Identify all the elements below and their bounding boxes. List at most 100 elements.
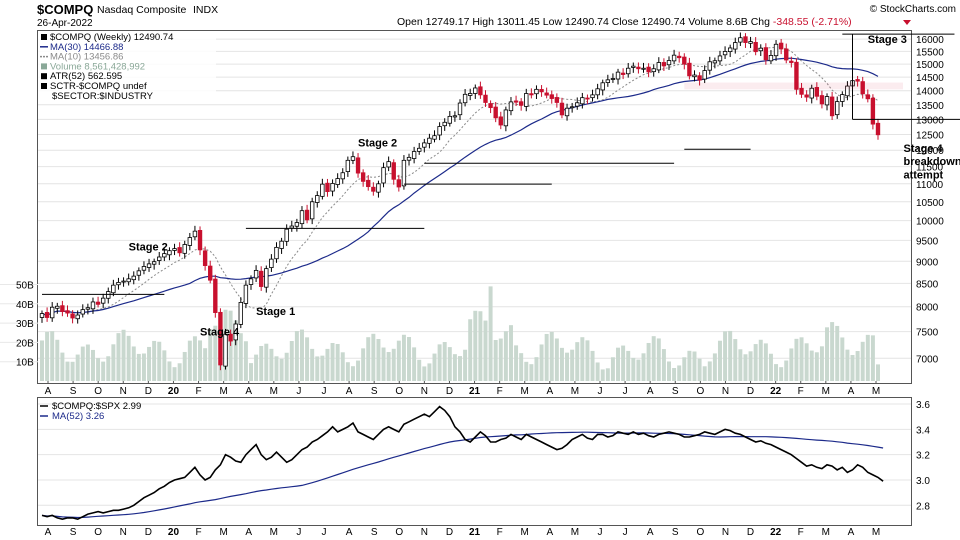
- volume-bar: [529, 364, 534, 381]
- volume-bar: [40, 340, 44, 381]
- volume-bar: [315, 356, 320, 381]
- ratio-date-tick-label: F: [497, 527, 503, 538]
- candle-body: [157, 256, 162, 261]
- candle-body: [840, 94, 845, 102]
- high-label: High: [472, 16, 494, 28]
- candle-body: [299, 210, 305, 225]
- stage-boxes: [42, 33, 960, 295]
- volume-bar: [141, 353, 146, 381]
- volume-bar: [595, 362, 600, 381]
- candle-body: [177, 247, 182, 254]
- candle-body: [172, 248, 177, 251]
- high-value: 13011.45: [497, 16, 540, 28]
- candle-body: [259, 270, 264, 287]
- volume-bar: [876, 364, 880, 381]
- ratio-date-tick-label: A: [45, 527, 52, 538]
- legend-item: $SECTOR:$INDUSTRY: [52, 91, 154, 102]
- volume-bar: [350, 366, 355, 381]
- date-tick-label: D: [145, 386, 152, 397]
- volume-bar: [855, 351, 860, 381]
- price-tick-label: 13000: [916, 115, 944, 126]
- candle-body: [529, 93, 534, 96]
- candle-body: [121, 280, 126, 283]
- candle-body: [274, 246, 279, 260]
- price-tick-label: 16000: [916, 35, 944, 46]
- volume-bar: [269, 348, 274, 381]
- volume-bar: [289, 341, 294, 381]
- volume-bar: [621, 345, 626, 381]
- ratio-date-tick-label: M: [270, 527, 278, 538]
- volume-bar: [422, 366, 427, 381]
- ratio-date-tick-label: D: [747, 527, 754, 538]
- candle-body: [610, 78, 616, 80]
- volume-bar: [452, 354, 457, 381]
- legend-item: MA(10) 13456.86: [50, 52, 123, 63]
- ratio-date-tick-label: S: [672, 527, 679, 538]
- candle-body: [111, 284, 116, 294]
- volume-bar: [264, 343, 269, 381]
- candle-body: [717, 55, 723, 62]
- volume-bar: [641, 353, 646, 381]
- volume-bar: [702, 366, 707, 381]
- candle-body: [396, 179, 402, 188]
- candle-body: [422, 142, 427, 148]
- candle-body: [325, 182, 330, 193]
- date-tick-label: A: [45, 386, 52, 397]
- volume-bar: [626, 350, 631, 381]
- volume-bar: [85, 344, 90, 381]
- candle-body: [524, 93, 529, 107]
- candle-body: [641, 67, 646, 70]
- volume-bar: [238, 333, 243, 381]
- candle-body: [743, 36, 748, 43]
- volume-bar: [162, 350, 167, 381]
- stage-annotations: Stage 2 Stage 4 Stage 1 Stage 2 Stage 3 Stage…: [129, 34, 960, 338]
- candle-body: [197, 230, 203, 251]
- volume-bar: [243, 341, 248, 381]
- volume-bar: [147, 346, 152, 381]
- candle-body: [248, 278, 254, 285]
- ratio-date-tick-label: J: [598, 527, 603, 538]
- open-value: 12749.17: [426, 16, 470, 28]
- volume-bar: [310, 348, 315, 381]
- volume-bar: [565, 352, 570, 381]
- candle-body: [595, 88, 600, 96]
- candle-body: [503, 109, 509, 127]
- volume-bar: [136, 353, 141, 381]
- volume-bar: [345, 362, 350, 381]
- volume-tick-label: 50B: [16, 280, 34, 291]
- candle-body: [330, 183, 335, 192]
- candle-body: [457, 102, 463, 116]
- candle-body: [447, 115, 452, 124]
- volume-bar: [636, 359, 641, 381]
- legend-item: Volume 8,561,428,992: [50, 61, 145, 72]
- candle-body: [264, 268, 269, 288]
- ratio-date-tick-label: A: [346, 527, 353, 538]
- volume-bar: [585, 340, 590, 381]
- candle-body: [243, 284, 249, 304]
- volume-bar: [182, 351, 187, 381]
- candle-body: [677, 55, 682, 59]
- volume-bar: [407, 336, 412, 381]
- volume-bar: [819, 346, 824, 381]
- volume-bar: [101, 361, 106, 381]
- price-tick-label: 7000: [916, 354, 939, 365]
- candle-body: [360, 172, 366, 182]
- close-value: 12490.74: [641, 16, 685, 28]
- candle-body: [406, 156, 412, 161]
- candle-body: [371, 186, 376, 192]
- volume-tick-label: 30B: [16, 319, 34, 330]
- volume-bar: [554, 338, 559, 381]
- moving-averages: [41, 46, 879, 317]
- volume-bar: [391, 348, 396, 381]
- candle-body: [223, 333, 228, 367]
- date-tick-label: 20: [168, 386, 180, 397]
- volume-bar: [539, 344, 544, 381]
- candle-body: [213, 278, 218, 313]
- candle-body: [187, 237, 193, 246]
- volume-bar: [804, 343, 809, 381]
- candle-body: [748, 41, 753, 44]
- volume-bar: [401, 334, 406, 381]
- volume-bar: [427, 363, 432, 381]
- candle-body: [702, 70, 707, 80]
- volume-bar: [870, 335, 875, 381]
